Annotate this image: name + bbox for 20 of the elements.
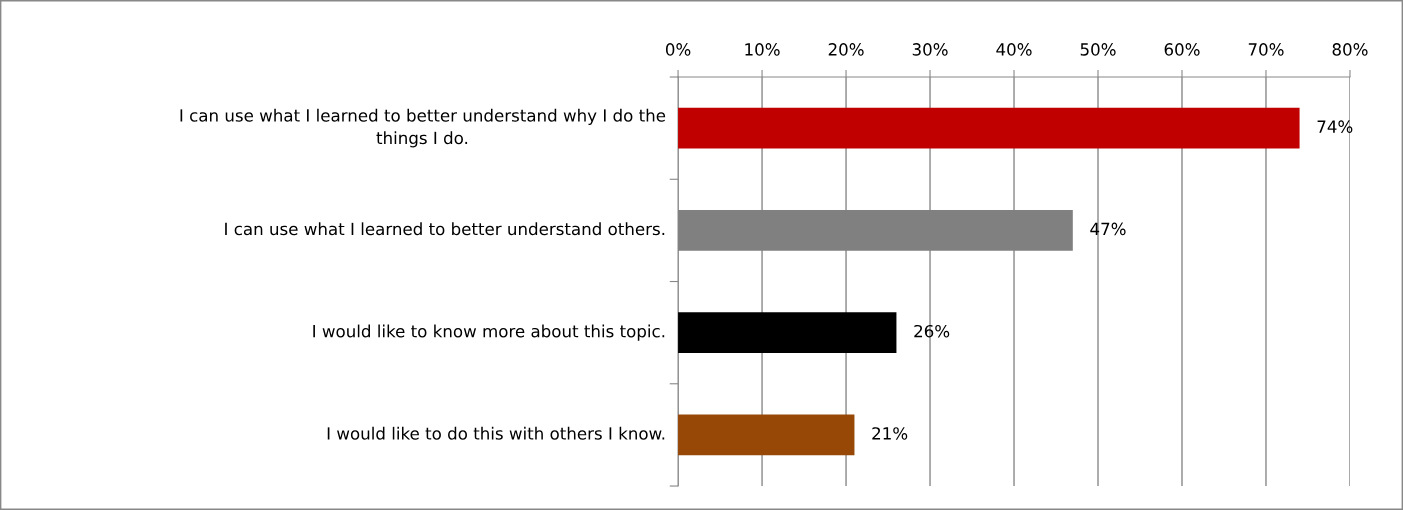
y-tick-label: I would like to do this with others I know. <box>327 426 665 440</box>
x-tick-label: 10% <box>745 43 780 56</box>
bar <box>678 107 1300 149</box>
x-tick-label: 60% <box>1164 43 1200 56</box>
x-tick-label: 30% <box>912 43 948 56</box>
x-tick-label: 50% <box>1080 43 1116 56</box>
x-tick-label: 0% <box>665 43 691 56</box>
data-label: 74% <box>1317 120 1353 133</box>
data-label: 47% <box>1090 222 1126 236</box>
y-tick-label: I can use what I learned to better understand others. <box>225 222 665 236</box>
x-tick-label: 80% <box>1332 43 1368 56</box>
x-tick-label: 70% <box>1248 43 1284 56</box>
data-label: 26% <box>914 324 950 338</box>
bar <box>678 414 855 456</box>
data-label: 21% <box>872 427 908 440</box>
y-tick-label: I can use what I learned to better understand why I do the things I do. <box>180 108 666 148</box>
x-tick-label: 40% <box>996 43 1032 56</box>
bar <box>678 312 897 354</box>
y-tick-label: I would like to know more about this topic. <box>313 324 665 341</box>
x-tick-label: 20% <box>828 43 864 56</box>
